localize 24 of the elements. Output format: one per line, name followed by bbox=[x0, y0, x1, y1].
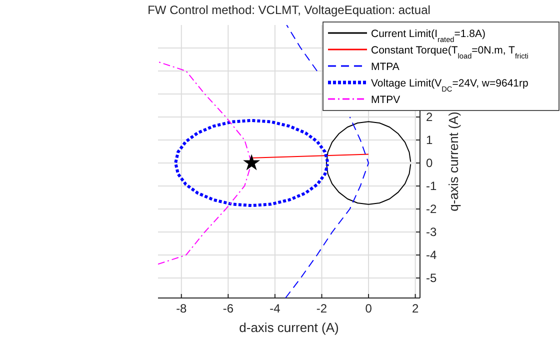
legend-label: MTPA bbox=[371, 61, 400, 73]
x-axis-title: d-axis current (A) bbox=[239, 320, 339, 335]
y-tick-label: -2 bbox=[426, 202, 437, 216]
legend-label: Constant Torque(T$_{load}$=0N.m, T$_{fricti}$ bbox=[371, 44, 529, 60]
x-tick-label: 2 bbox=[412, 302, 419, 316]
x-tick-label: -2 bbox=[316, 302, 328, 316]
y-tick-label: 0 bbox=[426, 156, 433, 170]
y-tick-label: 2 bbox=[426, 110, 433, 124]
y-tick-label: -3 bbox=[426, 224, 437, 239]
x-tick-label: -6 bbox=[222, 302, 234, 316]
chart-title: FW Control method: VCLMT, VoltageEquation: actual bbox=[148, 3, 430, 17]
legend-label: Current Limit(I$_{rated}$=1.8A) bbox=[371, 28, 486, 44]
x-tick-label: -8 bbox=[176, 302, 188, 316]
x-tick-label: -4 bbox=[270, 302, 281, 316]
legend-label: Voltage Limit(V$_{DC}$=24V, w=9641rp bbox=[371, 78, 528, 93]
x-tick-label: 0 bbox=[365, 302, 372, 316]
y-tick-label: -5 bbox=[426, 270, 437, 285]
y-axis-title: q-axis current (A) bbox=[446, 112, 461, 212]
legend-label: MTPV bbox=[371, 94, 400, 106]
y-tick-label: 1 bbox=[426, 132, 433, 147]
y-tick-label: -1 bbox=[426, 178, 437, 193]
line-series bbox=[326, 121, 412, 205]
line-series bbox=[174, 118, 330, 208]
y-tick-label: -4 bbox=[426, 248, 437, 262]
